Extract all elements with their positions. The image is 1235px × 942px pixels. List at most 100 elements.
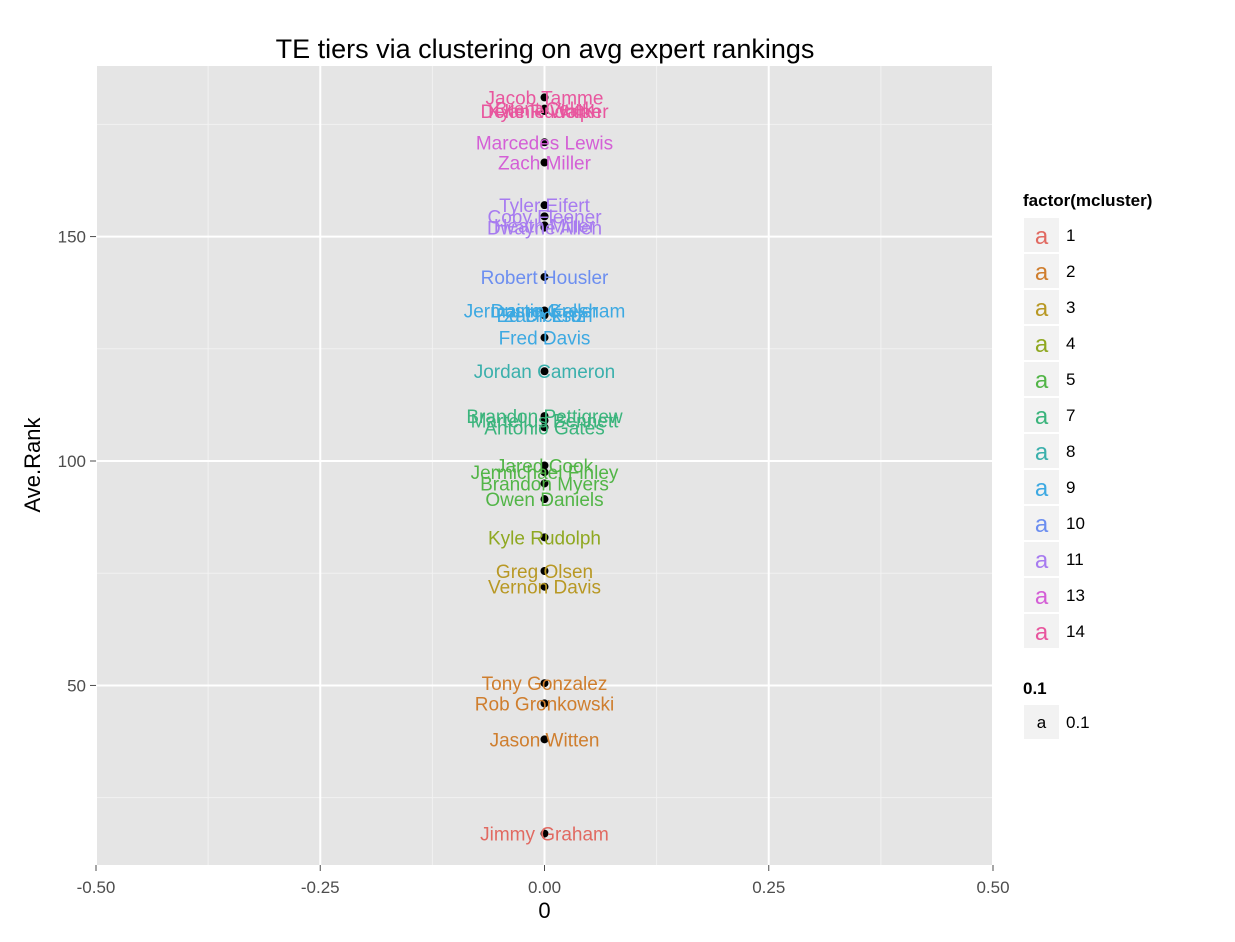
legend-key-glyph: a: [1035, 223, 1049, 250]
point-label: Coby Fleener: [487, 207, 602, 228]
data-point: [540, 468, 549, 477]
x-tick-label: 0.25: [752, 878, 785, 897]
point-label: Jermaine Gresham: [464, 302, 626, 323]
x-tick-label: -0.50: [77, 878, 116, 897]
y-tick-label: 100: [58, 452, 86, 471]
legend-color-entries: a 1a 2a 3a 4a 5a 7a 8a 9a 10a 11a 13a 14: [1024, 218, 1085, 648]
data-point: [540, 138, 549, 147]
legend-key-glyph: a: [1035, 295, 1049, 322]
data-point: [540, 735, 549, 744]
legend-key-glyph: a: [1037, 713, 1047, 732]
legend-key: [1024, 218, 1059, 252]
legend-label: 10: [1066, 514, 1085, 533]
legend-key-glyph: a: [1035, 403, 1049, 430]
legend-size-title: 0.1: [1023, 679, 1047, 698]
legend-key: [1024, 434, 1059, 468]
legend-label: 9: [1066, 478, 1075, 497]
point-label: Brent Celek: [495, 100, 595, 121]
x-tick-label: 0.50: [976, 878, 1009, 897]
legend-label: 13: [1066, 586, 1085, 605]
x-tick-label: -0.25: [301, 878, 340, 897]
y-axis: 50 100 150: [58, 228, 96, 695]
labels-layer: Jimmy Graham Jason Witten Rob GronkowskiTo…: [464, 88, 626, 845]
points-layer: [540, 93, 549, 838]
legend-key-glyph: a: [1035, 583, 1049, 610]
legend-label: 0.1: [1066, 713, 1090, 732]
legend-key: [1024, 614, 1059, 648]
point-label: Brandon Myers: [480, 474, 609, 495]
data-point: [540, 533, 549, 542]
point-label: Marcedes Lewis: [476, 133, 613, 154]
legend-label: 5: [1066, 370, 1075, 389]
data-point: [540, 333, 549, 342]
point-label: Rob Gronkowski: [475, 694, 614, 715]
data-point: [540, 582, 549, 591]
x-tick-label: 0.00: [528, 878, 561, 897]
data-point: [540, 212, 549, 221]
point-label: Kyle Rudolph: [488, 528, 601, 549]
data-point: [540, 272, 549, 281]
data-point: [540, 461, 549, 470]
data-point: [540, 412, 549, 421]
point-label: Tyler Eifert: [499, 196, 591, 217]
point-label: Jared Cook: [496, 457, 594, 478]
y-tick-label: 50: [67, 676, 86, 695]
point-label: Kyle Rudolph: [488, 102, 601, 123]
point-label: Jimmy Graham: [480, 825, 609, 846]
point-label: Delanie Walker: [480, 102, 609, 123]
legend-key: [1024, 362, 1059, 396]
legend-label: 2: [1066, 262, 1075, 281]
point-label: Brandon Pettigrew: [466, 407, 623, 428]
point-label: Dwayne Allen: [487, 219, 602, 240]
legend-key-glyph: a: [1035, 259, 1049, 286]
legend-key: [1024, 290, 1059, 324]
legend-key-glyph: a: [1035, 619, 1049, 646]
legend-key-glyph: a: [1035, 475, 1049, 502]
data-point: [540, 495, 549, 504]
point-label: Antonio Gates: [484, 418, 604, 439]
legend-key: [1024, 705, 1059, 739]
point-label: Greg Olsen: [496, 562, 593, 583]
legend-label: 8: [1066, 442, 1075, 461]
legend-label: 7: [1066, 406, 1075, 425]
point-label: Robert Housler: [481, 268, 609, 289]
data-point: [540, 221, 549, 230]
legend-key-glyph: a: [1035, 511, 1049, 538]
legend-key: [1024, 398, 1059, 432]
point-label: Dustin Keller: [491, 302, 599, 323]
point-label: Jason Witten: [490, 730, 600, 751]
point-label: Fred Davis: [499, 329, 591, 350]
legend-key: [1024, 578, 1059, 612]
point-label: Owen Daniels: [485, 490, 603, 511]
x-axis: -0.50 -0.25 0.00 0.25 0.50: [77, 865, 1010, 897]
legend: factor(mcluster) a 1a 2a 3a 4a 5a 7a 8a 9a 10a 11a…: [1023, 191, 1152, 739]
legend-label: 11: [1066, 550, 1084, 569]
point-label: Vernon Davis: [488, 578, 601, 599]
legend-key-glyph: a: [1035, 439, 1049, 466]
point-label: Zach Ertz: [504, 306, 585, 327]
legend-color-title: factor(mcluster): [1023, 191, 1152, 210]
data-point: [540, 679, 549, 688]
point-label: Jordan Cameron: [474, 362, 616, 383]
data-point: [540, 566, 549, 575]
legend-key-glyph: a: [1035, 547, 1049, 574]
y-axis-title: Ave.Rank: [20, 417, 45, 513]
point-label: Jacob Tamme: [486, 88, 604, 109]
data-point: [540, 93, 549, 102]
legend-key-glyph: a: [1035, 367, 1049, 394]
data-point: [540, 829, 549, 838]
data-point: [540, 311, 549, 320]
legend-key: [1024, 254, 1059, 288]
chart-title: TE tiers via clustering on avg expert ra…: [276, 34, 815, 64]
point-label: Zach Miller: [498, 154, 592, 175]
data-point: [540, 158, 549, 167]
data-point: [540, 479, 549, 488]
legend-key: [1024, 506, 1059, 540]
data-point: [540, 367, 549, 376]
point-label: Heath Miller: [494, 216, 596, 237]
legend-key-glyph: a: [1035, 331, 1049, 358]
data-point: [540, 201, 549, 210]
legend-key: [1024, 326, 1059, 360]
y-tick-label: 150: [58, 228, 86, 247]
